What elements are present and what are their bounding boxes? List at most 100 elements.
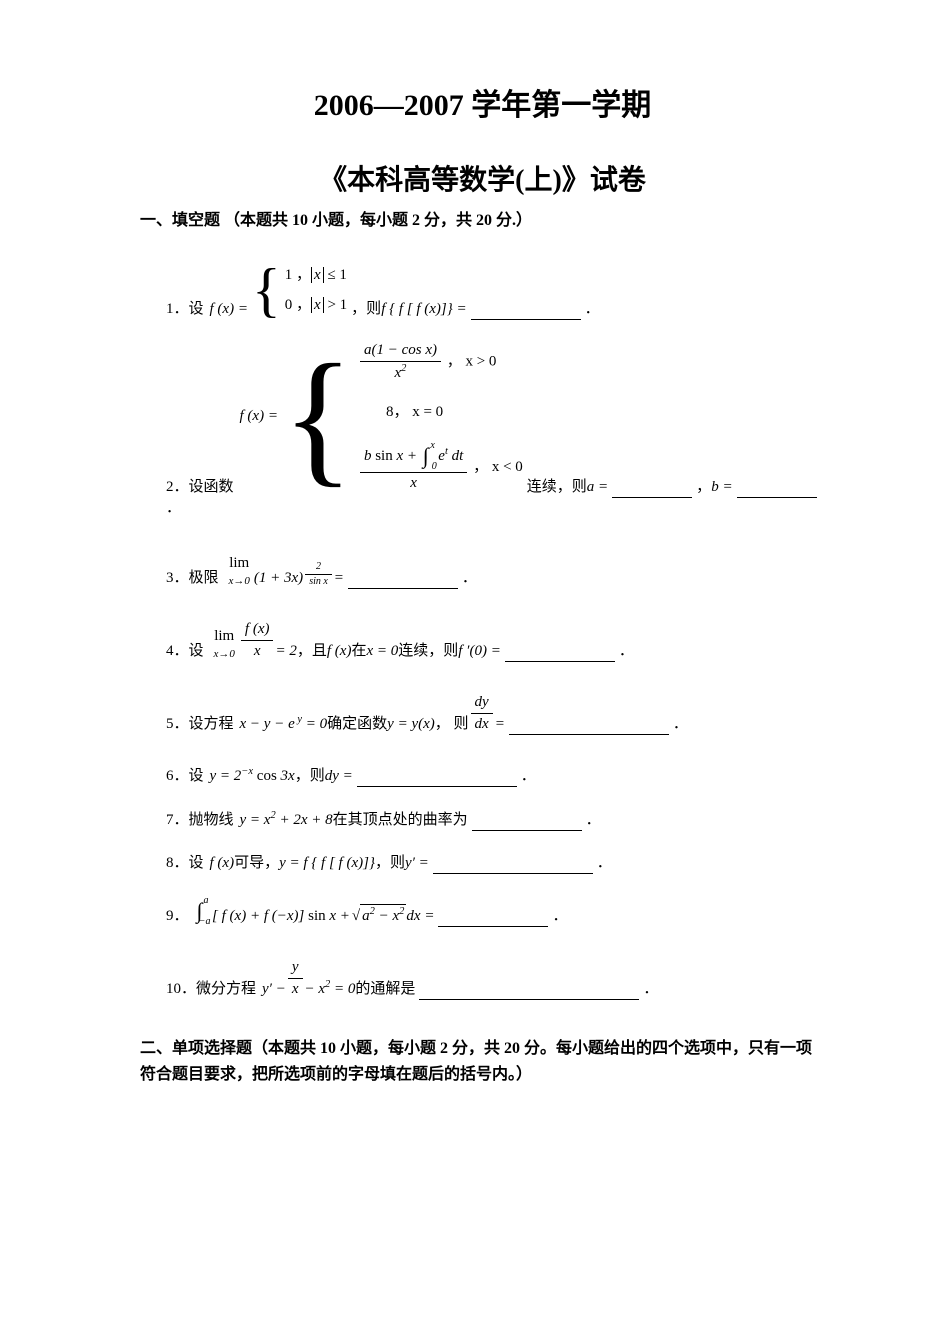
q7-y: y = x2 + 2x + 8 xyxy=(240,809,333,831)
q4-fx: f (x) xyxy=(327,641,352,662)
q10-num: 10．微分方程 xyxy=(166,979,256,1000)
q8-blank xyxy=(433,858,593,874)
q1-tail1: ，则 xyxy=(351,299,381,320)
question-8: 8．设 f (x) 可导， y = f { f [ f (x)]} ，则 y′ … xyxy=(166,853,825,874)
period: ． xyxy=(597,853,612,874)
q1-c2a: 0 ， xyxy=(285,297,311,313)
q3-expn: 2 xyxy=(305,560,332,574)
q5-dyd: dx xyxy=(471,713,493,735)
q9-int: ∫a−a xyxy=(197,896,203,927)
period: ． xyxy=(552,906,567,927)
title-year: 2006—2007 学年第一学期 xyxy=(140,80,825,124)
q2-a: a = xyxy=(587,477,608,498)
q5-eqn: x − y − e y = 0 xyxy=(240,713,328,735)
q4-eq2: = 2 xyxy=(275,641,296,662)
q9-num: 9． xyxy=(166,906,189,927)
q10-eqn-l: y′ − xyxy=(262,979,286,1000)
q7-tail: 在其顶点处的曲率为 xyxy=(333,810,468,831)
q8-y: y = f { f [ f (x)]} xyxy=(279,853,375,874)
q2-r2c: x = 0 xyxy=(412,404,443,420)
q4-fp: f ′(0) = xyxy=(458,641,501,662)
q10-frac: yx xyxy=(288,957,303,1000)
q1-num: 1．设 xyxy=(166,299,204,320)
period: ． xyxy=(585,299,600,320)
q10-fd: x xyxy=(288,978,303,1000)
q3-num: 3．极限 xyxy=(166,568,219,589)
q1-c1a: 1 ， xyxy=(285,267,311,283)
q1-tail2: f { f [ f (x)]} = xyxy=(381,299,466,320)
q4-x0: x = 0 xyxy=(366,641,398,662)
q6-y: y = 2−x cos 3x xyxy=(210,765,295,787)
fill-blank-list: 1．设 f (x) = { 1 ，x ≤ 1 0 ，x > 1 ，则 f { f… xyxy=(140,260,825,1000)
period: ． xyxy=(166,498,181,519)
period: ． xyxy=(521,766,536,787)
q10-fn: y xyxy=(288,957,303,978)
q2-r1d: x2 xyxy=(360,361,441,384)
question-3: 3．极限 limx→0 (1 + 3x) 2sin x = ． xyxy=(166,553,825,589)
q8-then: ，则 xyxy=(375,853,405,874)
question-6: 6．设 y = 2−x cos 3x ，则 dy = ． xyxy=(166,765,825,787)
q9-sqrt: √a2 − x2 xyxy=(350,904,407,927)
q10-tail: 的通解是 xyxy=(355,979,415,1000)
q5-dyn: dy xyxy=(471,692,493,713)
period: ． xyxy=(673,714,688,735)
q2-r1n: a(1 − cos x) xyxy=(360,340,441,361)
q3-blank xyxy=(348,573,458,589)
q3-body: (1 + 3x) xyxy=(254,568,303,589)
q1-fx: f (x) = xyxy=(210,299,248,320)
title-course: 《本科高等数学(上)》试卷 xyxy=(140,158,825,198)
question-9: 9． ∫a−a [ f (x) + f (−x)] sin x + √a2 − … xyxy=(166,896,825,927)
q8-fx: f (x) xyxy=(210,853,235,874)
q3-eq: = xyxy=(334,568,344,589)
q4-at: 在 xyxy=(351,641,366,662)
q4-fd: x xyxy=(241,640,274,662)
q7-num: 7．抛物线 xyxy=(166,810,234,831)
q10-eqn-r: − x2 = 0 xyxy=(305,978,356,1000)
q8-yp: y′ = xyxy=(405,853,429,874)
q2-b: b = xyxy=(711,477,732,498)
q1-cases: { 1 ，x ≤ 1 0 ，x > 1 xyxy=(252,260,347,320)
section-2-heading: 二、单项选择题（本题共 10 小题，每小题 2 分，共 20 分。每小题给出的四… xyxy=(140,1036,825,1087)
period: ． xyxy=(619,641,634,662)
q4-frac: f (x)x xyxy=(241,619,274,662)
q4-cont: 连续，则 xyxy=(398,641,458,662)
q5-num: 5．设方程 xyxy=(166,714,234,735)
q2-cases: { a(1 − cos x)x2 ， x > 0 8， x = 0 b sin … xyxy=(282,336,523,498)
q9-dx: dx = xyxy=(406,906,434,927)
brace-icon: { xyxy=(252,260,281,320)
question-2: 2．设函数 f (x) = { a(1 − cos x)x2 ， x > 0 8… xyxy=(166,336,825,519)
question-7: 7．抛物线 y = x2 + 2x + 8 在其顶点处的曲率为 ． xyxy=(166,809,825,831)
q2-r1c: ， x > 0 xyxy=(447,353,497,369)
q4-blank xyxy=(505,646,615,662)
q2-blank-a xyxy=(612,482,692,498)
q10-blank xyxy=(419,984,639,1000)
period: ． xyxy=(462,568,477,589)
q1-blank xyxy=(471,304,581,320)
section-1-heading: 一、填空题 （本题共 10 小题，每小题 2 分，共 20 分.） xyxy=(140,206,825,230)
q2-tail1: 连续，则 xyxy=(527,477,587,498)
q4-lim: limx→0 xyxy=(214,626,235,662)
q2-blank-b xyxy=(737,482,817,498)
q2-num: 2．设函数 xyxy=(166,477,234,498)
q5-eq: = xyxy=(495,714,505,735)
question-10: 10．微分方程 y′ − yx − x2 = 0 的通解是 ． xyxy=(166,957,825,1000)
q6-blank xyxy=(357,771,517,787)
exam-page: 2006—2007 学年第一学期 《本科高等数学(上)》试卷 一、填空题 （本题… xyxy=(0,0,945,1337)
period: ． xyxy=(643,979,658,1000)
q5-blank xyxy=(509,719,669,735)
q8-diff: 可导， xyxy=(234,853,279,874)
question-4: 4．设 limx→0 f (x)x = 2 ，且 f (x) 在 x = 0 连… xyxy=(166,619,825,662)
q5-dydx: dydx xyxy=(471,692,493,735)
question-5: 5．设方程 x − y − e y = 0 确定函数 y = y(x) ， 则 … xyxy=(166,692,825,735)
q3-expd: sin x xyxy=(305,574,332,589)
q5-then: ， 则 xyxy=(435,714,469,735)
q3-lim: limx→0 xyxy=(229,553,250,589)
q6-dy: dy = xyxy=(325,766,353,787)
q4-mid: ，且 xyxy=(297,641,327,662)
brace-icon: { xyxy=(282,342,354,492)
q5-yx: y = y(x) xyxy=(387,714,435,735)
period: ． xyxy=(586,810,601,831)
question-1: 1．设 f (x) = { 1 ，x ≤ 1 0 ，x > 1 ，则 f { f… xyxy=(166,260,825,320)
q8-num: 8．设 xyxy=(166,853,204,874)
q2-fx: f (x) = xyxy=(240,406,278,427)
